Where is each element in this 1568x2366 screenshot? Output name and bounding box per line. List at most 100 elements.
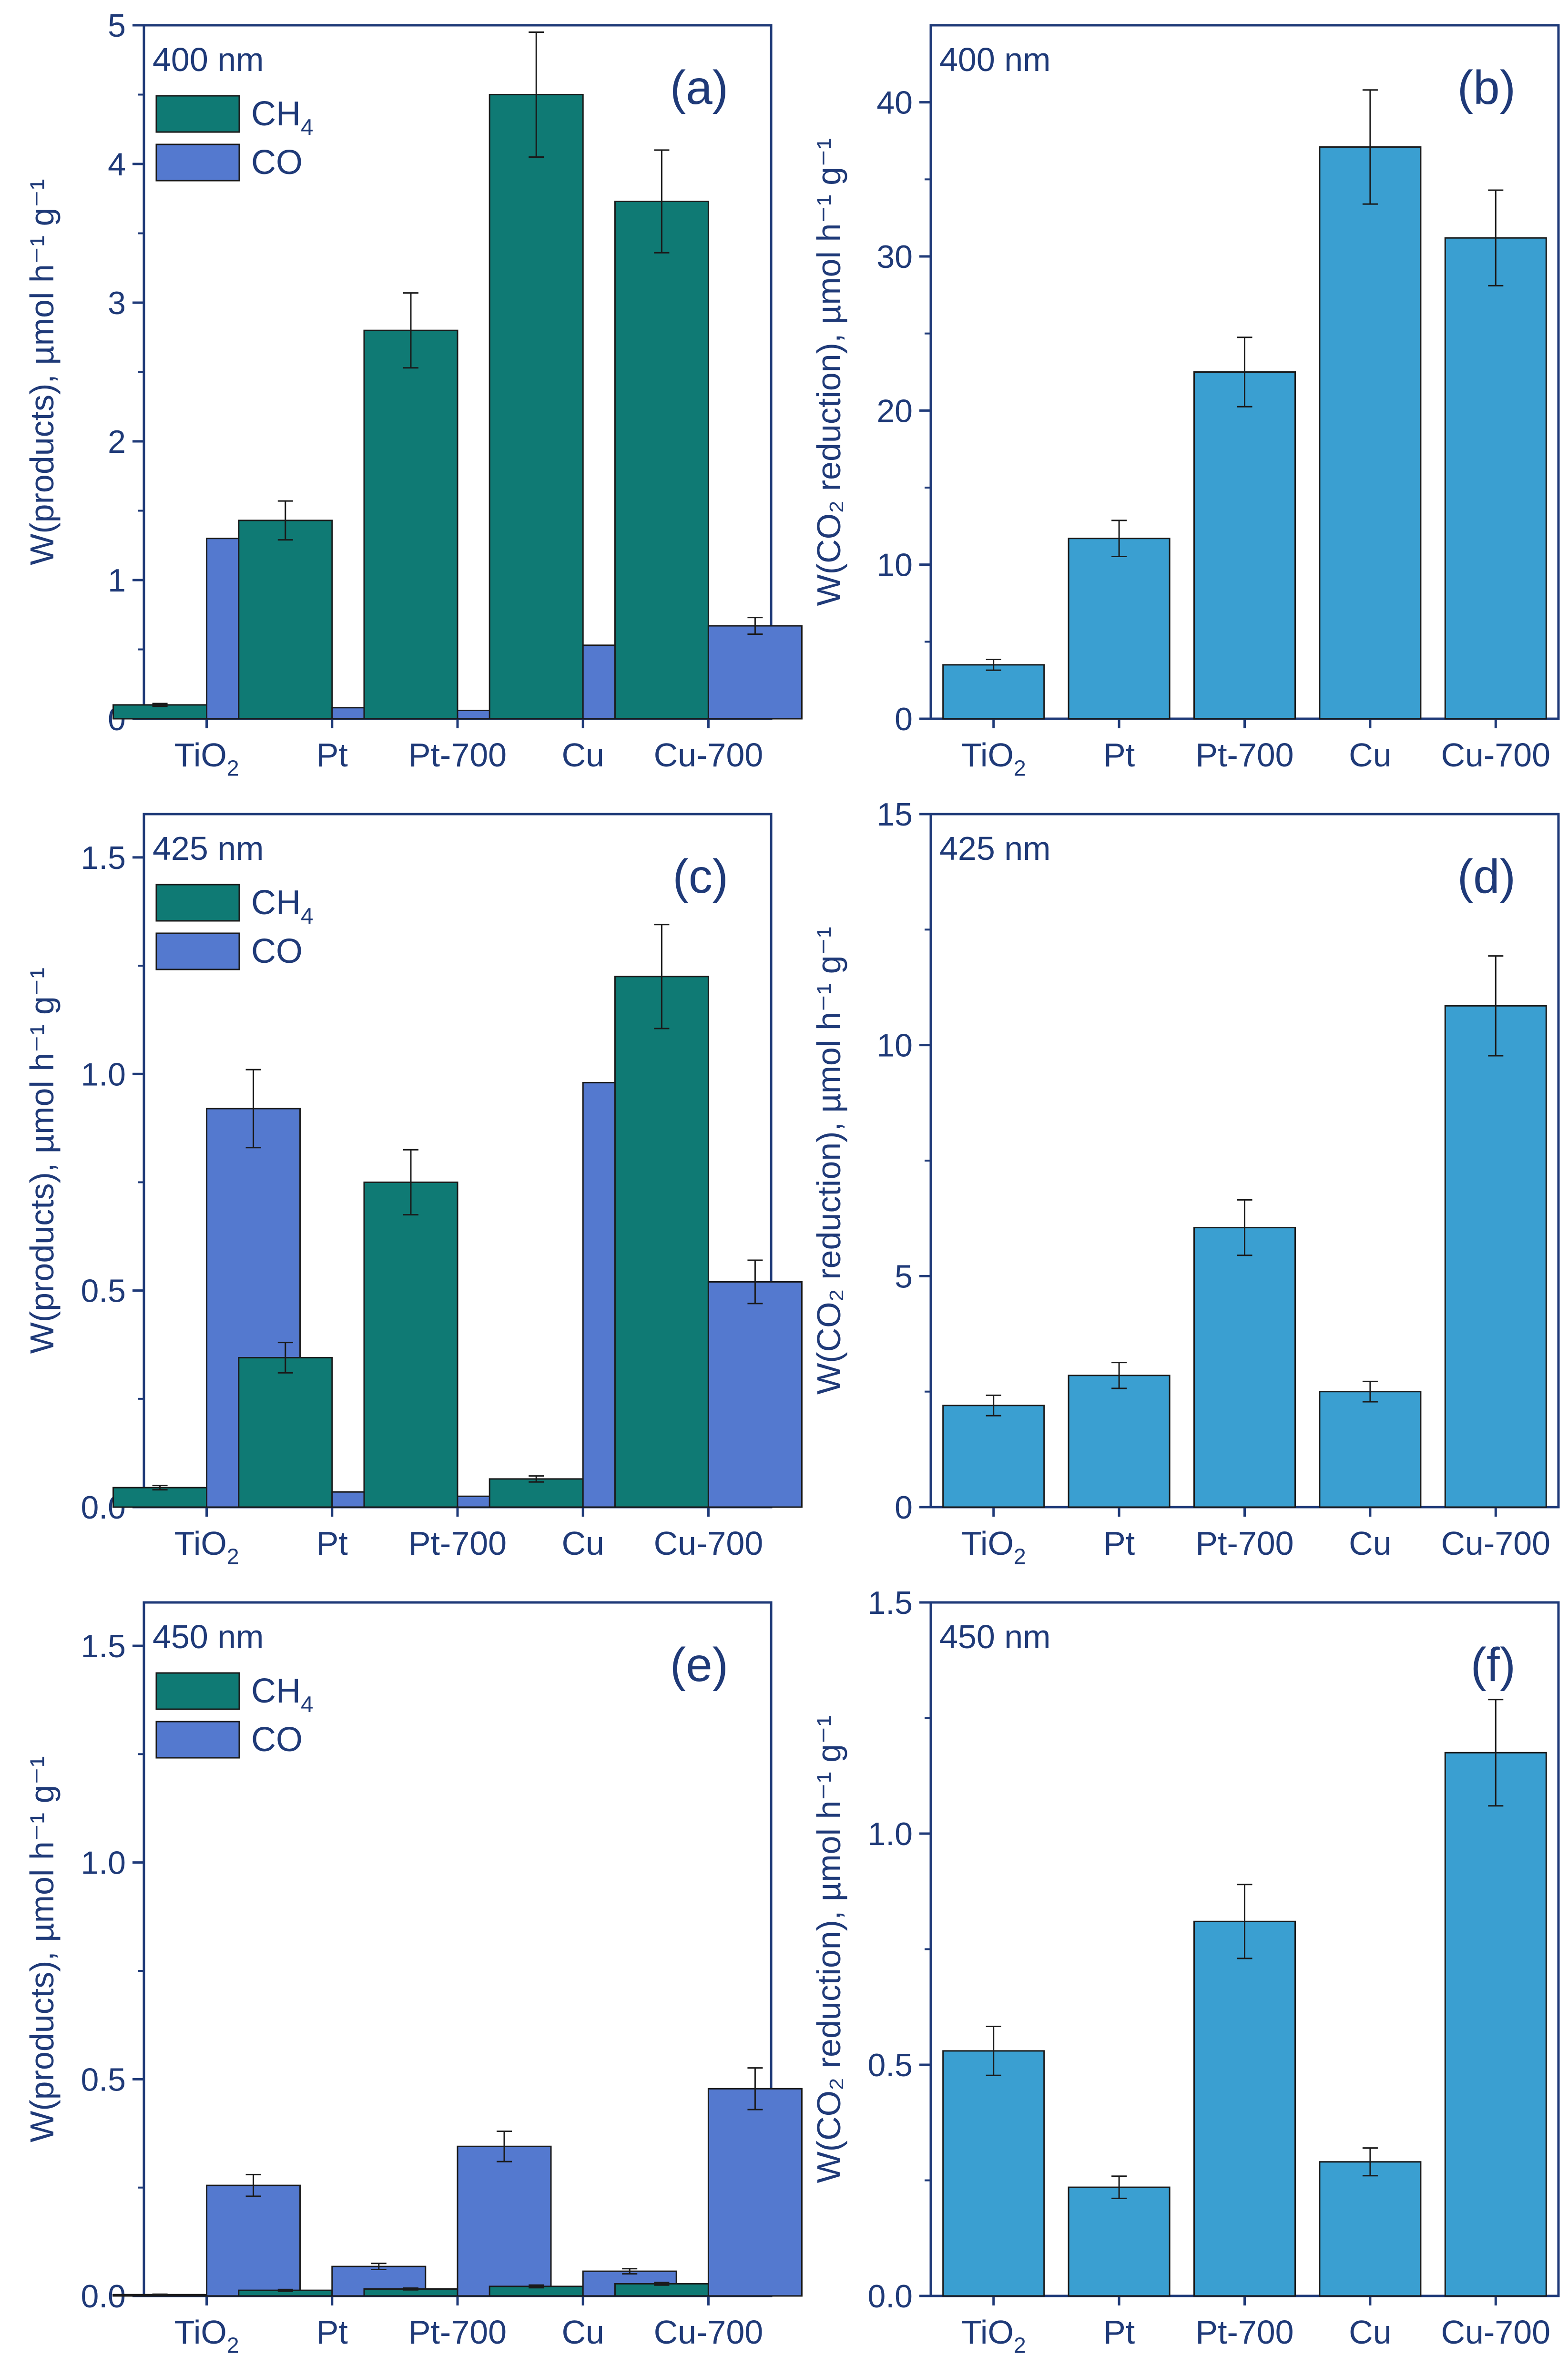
- x-tick-label: Cu: [1349, 736, 1391, 774]
- y-axis-label: W(products), µmol h⁻¹ g⁻¹: [23, 179, 61, 565]
- bar-w-co2-reduction-: [942, 2050, 1045, 2297]
- bar-w-co2-reduction-: [1319, 146, 1422, 720]
- bar-ch4: [489, 94, 584, 720]
- legend-swatch-co: [155, 1721, 240, 1759]
- bar-w-co2-reduction-: [1319, 1391, 1422, 1508]
- y-tick-label: 20: [876, 393, 913, 429]
- chart-panel-b: 0 10 20 30 40 W(CO₂ reduction), µmol h⁻¹ g⁻¹ T…: [810, 24, 1560, 781]
- y-tick-label: 0.5: [867, 2047, 913, 2083]
- bar-w-co2-reduction-: [1444, 1752, 1547, 2297]
- bar-co: [707, 625, 803, 720]
- y-tick-label: 40: [876, 85, 913, 121]
- bar-w-co2-reduction-: [1068, 538, 1171, 720]
- x-tick-label: Pt-700: [408, 736, 507, 774]
- x-tick-label: Pt-700: [1195, 2314, 1293, 2351]
- bar-w-co2-reduction-: [942, 1405, 1045, 1508]
- x-tick-label: Cu-700: [1441, 2314, 1551, 2351]
- chart-panel-c: 0.00.51.01.5W(products), µmol h⁻¹ g⁻¹TiO…: [23, 813, 803, 1569]
- bar-w-co2-reduction-: [1444, 237, 1547, 720]
- bar-w-co2-reduction-: [1193, 371, 1296, 720]
- y-tick-label: 1.0: [867, 1816, 913, 1852]
- x-tick-label: Pt-700: [408, 2314, 507, 2351]
- y-tick-label: 15: [876, 796, 913, 833]
- legend-label-ch4: CH4: [251, 1672, 313, 1717]
- panel-label: (a): [670, 61, 728, 114]
- y-tick-label: 10: [876, 1028, 913, 1064]
- y-tick-label: 0.0: [867, 2278, 913, 2315]
- bar-ch4: [112, 1487, 208, 1508]
- legend-swatch-ch4: [155, 1672, 240, 1710]
- bar-w-co2-reduction-: [1444, 1005, 1547, 1508]
- x-tick-label: TiO2: [174, 2314, 239, 2358]
- y-tick-label: 0: [895, 1489, 913, 1526]
- wavelength-label: 425 nm: [939, 830, 1050, 867]
- legend-label-co: CO: [251, 932, 303, 970]
- wavelength-label: 425 nm: [153, 830, 264, 867]
- x-tick-label: Pt: [316, 1525, 348, 1562]
- y-tick-label: 10: [876, 547, 913, 583]
- bar-co: [457, 2145, 552, 2297]
- x-tick-label: Cu: [561, 736, 604, 774]
- y-tick-label: 30: [876, 239, 913, 275]
- wavelength-label: 450 nm: [153, 1618, 264, 1655]
- x-tick-label: Cu-700: [1441, 736, 1551, 774]
- legend-swatch-ch4: [155, 884, 240, 922]
- legend-label-ch4: CH4: [251, 95, 313, 140]
- y-tick-label: 1.0: [81, 1845, 126, 1881]
- x-tick-label: Cu: [1349, 1525, 1391, 1562]
- x-tick-label: Pt: [316, 2314, 348, 2351]
- bar-w-co2-reduction-: [1319, 2161, 1422, 2297]
- chart-panel-a: 012345W(products), µmol h⁻¹ g⁻¹TiO2PtPt-…: [23, 8, 803, 781]
- bar-ch4: [614, 201, 709, 720]
- bar-ch4: [363, 1181, 458, 1508]
- x-tick-label: Pt-700: [408, 1525, 507, 1562]
- chart-panel-f: 0.0 0.5 1.0 1.5 W(CO₂ reduction), µmol h⁻¹ g…: [810, 1585, 1560, 2358]
- y-tick-label: 0.5: [81, 2061, 126, 2098]
- y-axis-label: W(CO₂ reduction), µmol h⁻¹ g⁻¹: [810, 927, 847, 1395]
- x-tick-label: TiO2: [961, 1525, 1026, 1569]
- y-tick-label: 5: [108, 8, 126, 44]
- legend-swatch-co: [155, 932, 240, 970]
- panel-label: (f): [1471, 1638, 1516, 1692]
- chart-panel-d: 0 5 10 15 W(CO₂ reduction), µmol h⁻¹ g⁻¹ TiO2…: [810, 796, 1560, 1569]
- x-tick-label: TiO2: [961, 2314, 1026, 2358]
- wavelength-label: 450 nm: [939, 1618, 1050, 1655]
- x-tick-label: Pt: [1103, 1525, 1135, 1562]
- x-tick-label: Cu: [1349, 2314, 1391, 2351]
- bar-co: [707, 1281, 803, 1508]
- bar-ch4: [614, 976, 709, 1508]
- bar-ch4: [489, 1478, 584, 1508]
- y-axis-label: W(products), µmol h⁻¹ g⁻¹: [23, 968, 61, 1354]
- y-tick-label: 1.5: [81, 840, 126, 876]
- y-tick-label: 1.5: [81, 1628, 126, 1664]
- x-tick-label: TiO2: [174, 736, 239, 781]
- y-tick-label: 1.0: [81, 1056, 126, 1092]
- panel-label: (d): [1457, 850, 1516, 903]
- bar-co: [707, 2088, 803, 2297]
- x-tick-label: Pt: [316, 736, 348, 774]
- bar-w-co2-reduction-: [1068, 1375, 1171, 1508]
- chart-panel-e: 0.00.51.01.5W(products), µmol h⁻¹ g⁻¹TiO…: [23, 1601, 803, 2358]
- x-tick-label: Pt: [1103, 2314, 1135, 2351]
- y-tick-label: 0.5: [81, 1273, 126, 1309]
- legend-swatch-ch4: [155, 95, 240, 133]
- wavelength-label: 400 nm: [153, 41, 264, 78]
- x-tick-label: Cu-700: [654, 1525, 764, 1562]
- x-tick-label: TiO2: [174, 1525, 239, 1569]
- x-tick-label: Cu-700: [1441, 1525, 1551, 1562]
- y-tick-label: 5: [895, 1258, 913, 1295]
- y-tick-label: 1.5: [867, 1585, 913, 1621]
- legend-label-co: CO: [251, 143, 303, 182]
- wavelength-label: 400 nm: [939, 41, 1050, 78]
- bar-ch4: [238, 520, 333, 720]
- y-tick-label: 4: [108, 146, 126, 183]
- bar-w-co2-reduction-: [1193, 1920, 1296, 2297]
- y-tick-label: 0: [895, 701, 913, 737]
- x-tick-label: Cu: [561, 2314, 604, 2351]
- panel-label: (b): [1457, 61, 1516, 114]
- legend-label-ch4: CH4: [251, 884, 313, 929]
- y-axis-label: W(products), µmol h⁻¹ g⁻¹: [23, 1756, 61, 2142]
- y-axis-label: W(CO₂ reduction), µmol h⁻¹ g⁻¹: [810, 138, 847, 606]
- panel-label: (e): [670, 1638, 728, 1692]
